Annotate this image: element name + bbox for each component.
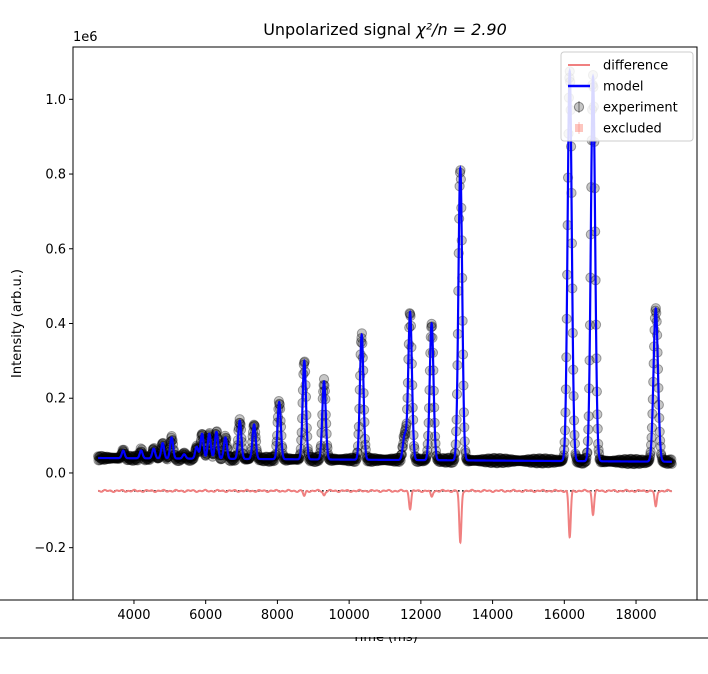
experiment-point bbox=[500, 456, 511, 467]
y-axis-label: Intensity (arb.u.) bbox=[10, 269, 25, 378]
chart-title-math: χ²/n = 2.90 bbox=[415, 20, 507, 39]
x-tick-label: 12000 bbox=[400, 608, 441, 623]
y-axis-multiplier: 1e6 bbox=[73, 30, 98, 45]
experiment-point bbox=[371, 453, 382, 464]
y-tick-label: 1.0 bbox=[45, 93, 66, 108]
x-tick-label: 10000 bbox=[328, 608, 369, 623]
legend-label: experiment bbox=[603, 101, 678, 116]
difference-line bbox=[97, 488, 673, 545]
x-tick-label: 8000 bbox=[261, 608, 294, 623]
x-tick-label: 16000 bbox=[544, 608, 585, 623]
chart-title-text: Unpolarized signal bbox=[263, 20, 416, 39]
x-tick-label: 14000 bbox=[472, 608, 513, 623]
x-tick-label: 6000 bbox=[189, 608, 222, 623]
legend: difference model experiment excluded bbox=[560, 51, 694, 142]
y-tick-label: 0.0 bbox=[45, 466, 66, 481]
legend-label: excluded bbox=[603, 122, 662, 137]
y-tick-label: 0.2 bbox=[45, 392, 66, 407]
legend-experiment-swatch bbox=[573, 101, 585, 113]
experiment-point bbox=[261, 455, 272, 466]
experiment-point bbox=[437, 456, 448, 467]
y-tick-label: 0.8 bbox=[45, 168, 66, 183]
experiment-point bbox=[342, 453, 353, 464]
y-tick-label: −0.2 bbox=[34, 541, 66, 556]
y-tick-label: 0.4 bbox=[45, 317, 66, 332]
legend-label: model bbox=[603, 80, 643, 95]
experiment-point bbox=[253, 455, 265, 466]
x-tick-label: 18000 bbox=[615, 608, 656, 623]
plot-area bbox=[93, 66, 677, 545]
y-tick-label: 0.6 bbox=[45, 242, 66, 257]
chart-title: Unpolarized signal χ²/n = 2.90 bbox=[263, 20, 507, 39]
x-tick-label: 4000 bbox=[117, 608, 150, 623]
experiment-point bbox=[179, 451, 190, 462]
legend-label: difference bbox=[603, 59, 668, 74]
legend-excluded-swatch bbox=[575, 124, 583, 132]
